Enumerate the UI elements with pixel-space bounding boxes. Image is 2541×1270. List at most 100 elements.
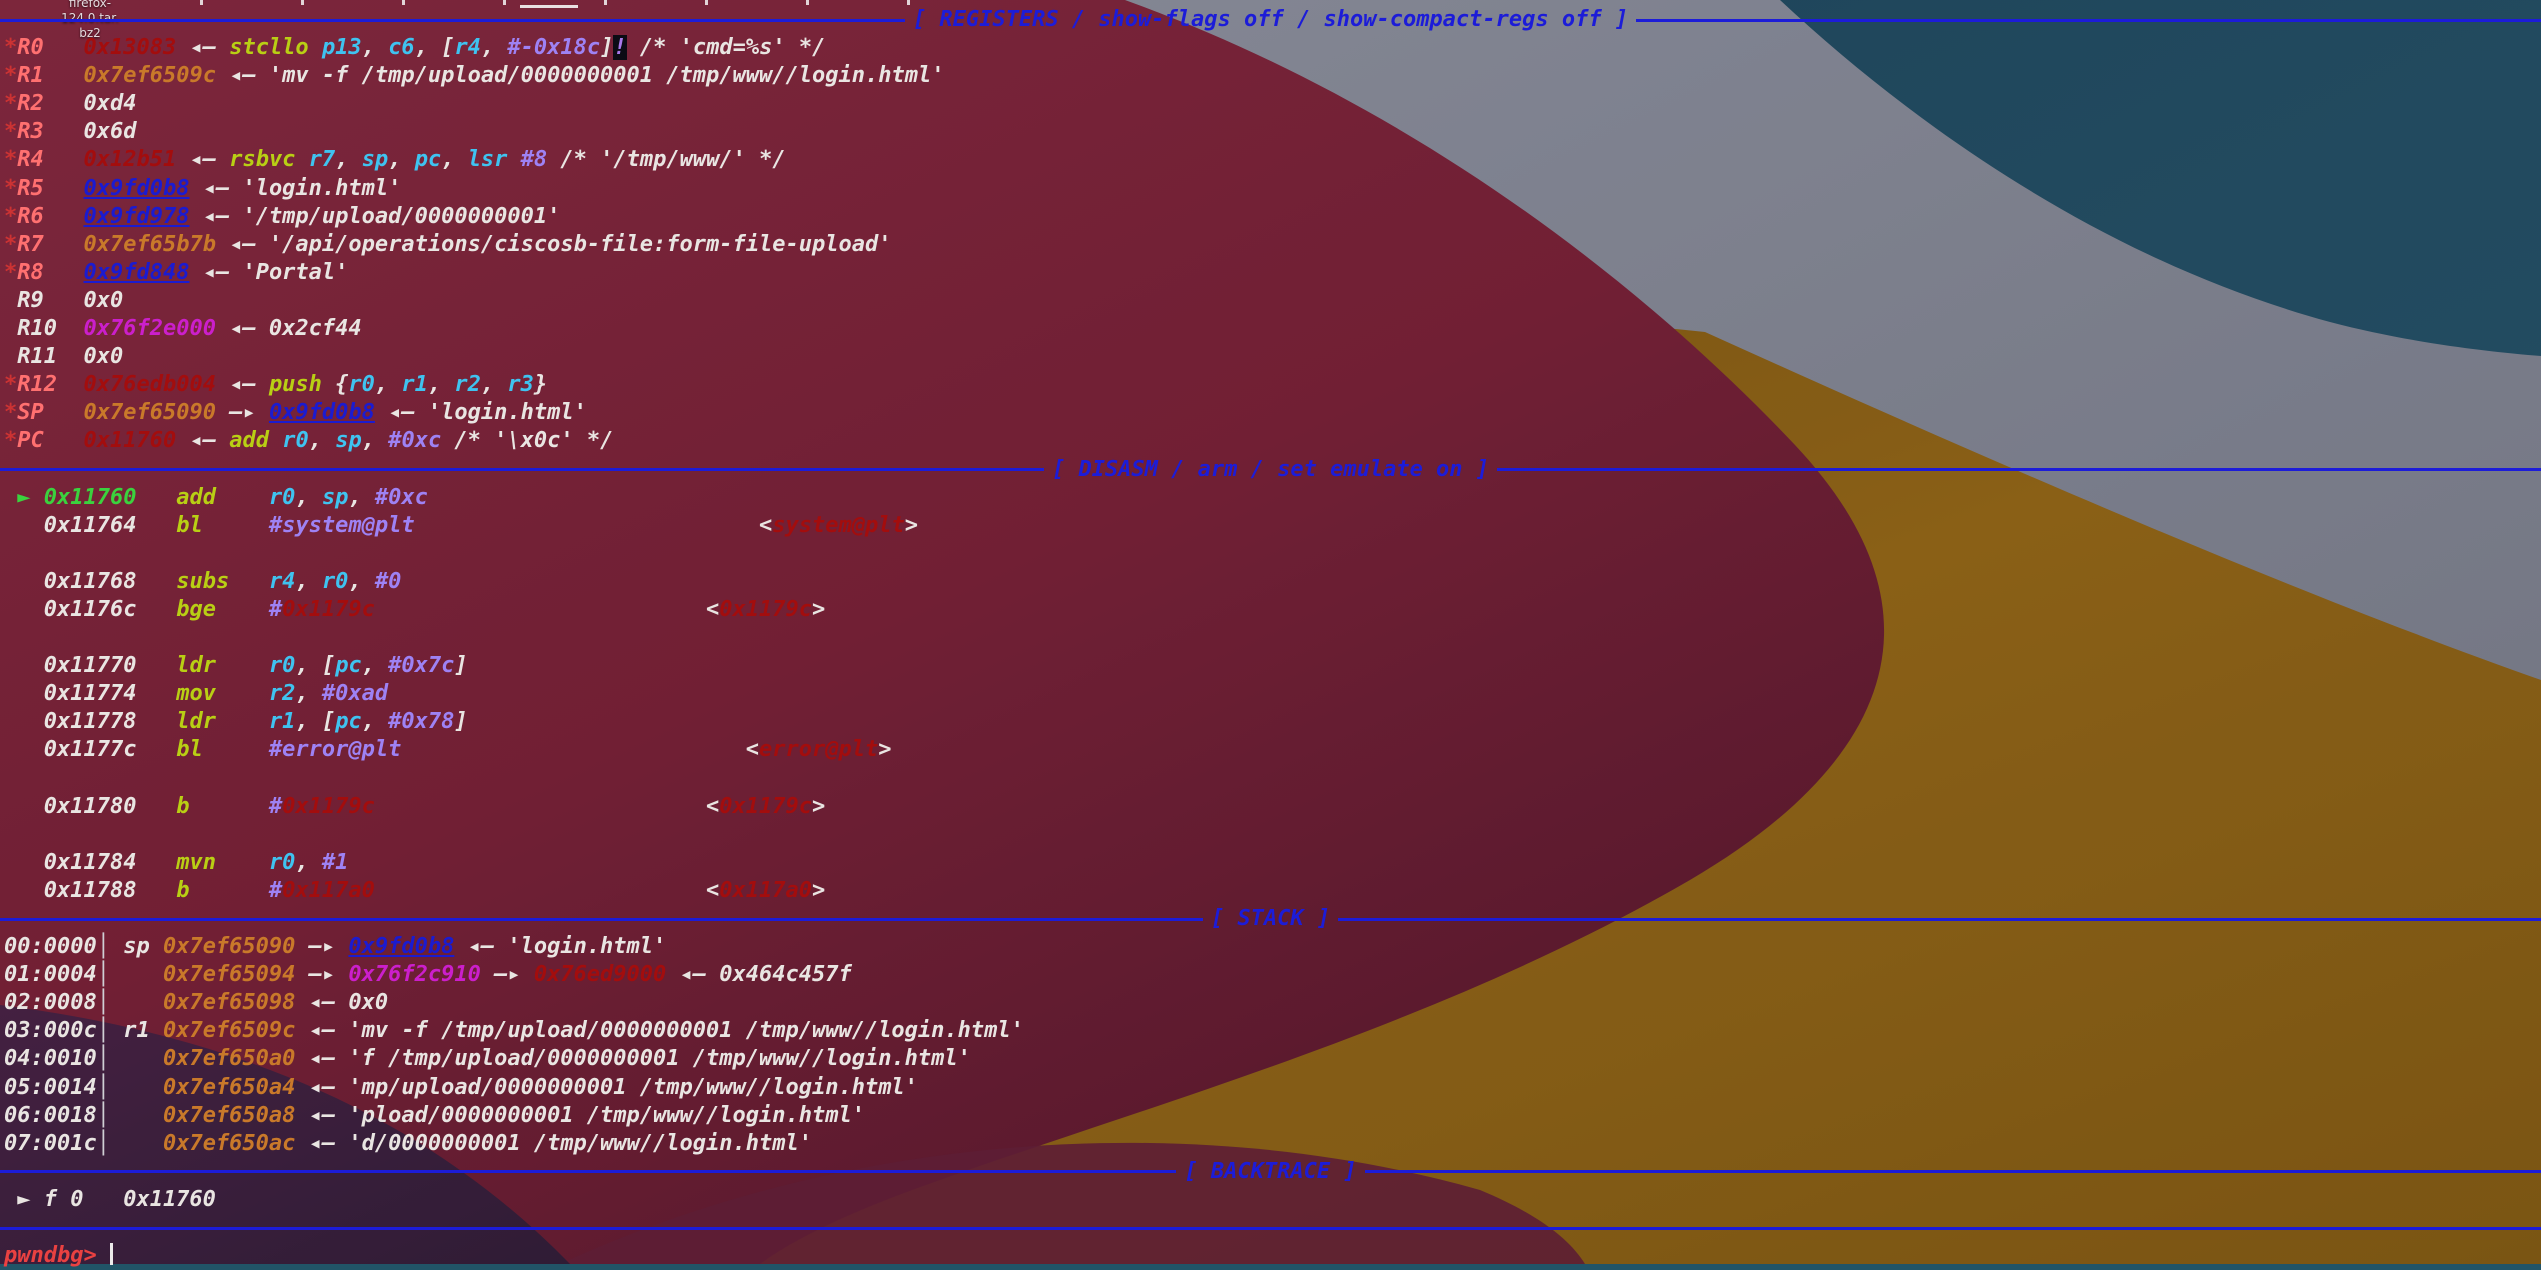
text	[44, 119, 84, 144]
text: ,	[295, 568, 322, 594]
prompt-row[interactable]: pwndbg>	[0, 1242, 2541, 1270]
text	[44, 288, 84, 313]
cpu-register: lsr	[467, 147, 508, 173]
text: ]	[454, 709, 468, 735]
text: 01:0004	[4, 962, 97, 988]
current-instruction: ► 0x11760	[4, 484, 137, 510]
disasm-header: [ DISASM / arm / set emulate on ]	[0, 456, 2541, 484]
text: <	[401, 737, 760, 763]
text	[216, 681, 269, 706]
text: 0x0	[83, 344, 124, 370]
modified-marker: *	[4, 63, 18, 89]
immediate: #1	[321, 849, 349, 875]
terminal: [ REGISTERS / show-flags off / show-comp…	[0, 6, 2541, 1270]
text: <	[374, 596, 720, 622]
mnemonic: add	[229, 428, 269, 454]
modified-marker: *	[4, 372, 18, 398]
text: 0x0	[83, 287, 124, 313]
immediate: #	[268, 596, 283, 622]
mnemonic: b	[176, 793, 190, 819]
mnemonic: bge	[176, 596, 216, 622]
stack-row-1: 01:0004│ 0x7ef65094 —▸ 0x76f2c910 —▸ 0x7…	[0, 961, 2541, 989]
branch-target: 0x1179c	[719, 596, 812, 622]
cpu-register: r1	[268, 709, 296, 735]
modified-marker: *	[4, 35, 18, 61]
register-name: R5	[17, 175, 44, 201]
cpu-register: r0	[268, 849, 296, 875]
terminal-row	[0, 765, 2541, 793]
modified-marker: *	[4, 259, 18, 285]
register-row-r8: *R8 0x9fd848 ◂— 'Portal'	[0, 259, 2541, 287]
text	[136, 794, 176, 819]
text: <	[374, 793, 720, 819]
cpu-register: pc	[335, 653, 362, 679]
register-row-r0: *R0 0x13083 ◂— stcllo p13, c6, [r4, #-0x…	[0, 34, 2541, 62]
column-separator: │	[96, 990, 110, 1016]
text	[44, 63, 84, 88]
disasm-row: 0x11768 subs r4, r0, #0	[0, 568, 2541, 596]
text	[136, 513, 176, 538]
cpu-register: r2	[454, 372, 481, 398]
terminal-cursor: !	[613, 35, 627, 61]
window-edge-artifacts	[0, 0, 1200, 10]
text: ◂—	[176, 428, 230, 454]
modified-marker: *	[4, 175, 18, 201]
text	[229, 569, 269, 594]
register-name: R6	[17, 203, 44, 229]
disasm-row: 0x11788 b #0x117a0 <0x117a0>	[0, 877, 2541, 905]
modified-marker: *	[4, 147, 18, 173]
register-name: R0	[17, 35, 44, 61]
stack-header: [ STACK ]	[0, 905, 2541, 933]
immediate: #0xc	[388, 428, 442, 454]
text: 0x11770	[4, 653, 137, 679]
text	[136, 878, 176, 903]
column-separator: │	[96, 1074, 110, 1100]
text	[216, 709, 269, 734]
modified-marker: *	[4, 400, 18, 426]
column-separator: │	[96, 1018, 110, 1044]
separator-line	[0, 1170, 1177, 1174]
text	[4, 316, 17, 341]
text: ,	[361, 428, 389, 454]
text: 0x11784	[4, 849, 137, 875]
text	[203, 737, 269, 762]
stack-address: 0x7ef65090	[162, 934, 296, 960]
code-address: 0x76edb004	[83, 372, 216, 398]
immediate: #-0x18c	[507, 35, 601, 61]
stack-row-3: 03:000c│ r1 0x7ef6509c ◂— 'mv -f /tmp/up…	[0, 1017, 2541, 1045]
window-edge-tick	[402, 0, 405, 5]
column-separator: │	[96, 1102, 110, 1128]
code-address: 0x13083	[83, 35, 177, 61]
text: ]	[454, 653, 468, 679]
stack-address: 0x7ef650a0	[162, 1046, 296, 1072]
register-name: R9	[17, 287, 44, 313]
text: ◂— '/tmp/upload/0000000001'	[189, 203, 561, 229]
text	[110, 1046, 163, 1071]
text: >	[812, 596, 826, 622]
desktop-icon-label-line: bz2	[79, 26, 101, 40]
modified-marker: *	[4, 91, 18, 117]
text: ◂— 'f /tmp/upload/0000000001 /tmp/www//l…	[295, 1046, 971, 1072]
text: <	[414, 512, 773, 538]
register-name: PC	[17, 428, 44, 454]
text	[44, 35, 84, 60]
text	[110, 962, 163, 987]
heap-address: 0x9fd0b8	[268, 400, 375, 426]
disasm-row: 0x11770 ldr r0, [pc, #0x7c]	[0, 652, 2541, 680]
immediate: #0xc	[374, 484, 428, 510]
text: ,	[427, 372, 455, 398]
text	[44, 260, 84, 285]
prompt-label: pwndbg>	[4, 1243, 97, 1269]
register-name: R12	[17, 372, 57, 398]
window-edge-tick	[604, 0, 607, 5]
stack-address: 0x7ef650a8	[162, 1102, 296, 1128]
disasm-row: 0x11774 mov r2, #0xad	[0, 680, 2541, 708]
immediate: #system@plt	[268, 512, 415, 538]
mnemonic: mvn	[176, 849, 216, 875]
separator-line	[0, 468, 1044, 472]
branch-target: system@plt	[772, 512, 905, 538]
window-edge-tick	[806, 0, 809, 5]
modified-marker: *	[4, 428, 18, 454]
separator-line	[0, 1226, 2541, 1230]
stack-address: 0x7ef65098	[162, 990, 296, 1016]
